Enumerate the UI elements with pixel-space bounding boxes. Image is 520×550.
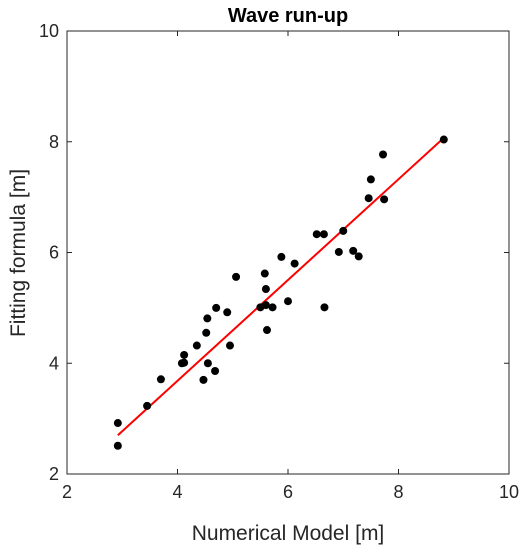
data-point — [312, 230, 321, 239]
data-point — [380, 195, 389, 204]
data-point — [364, 194, 373, 203]
data-point — [223, 308, 232, 317]
x-tick-label: 8 — [393, 482, 403, 502]
data-point — [261, 285, 270, 294]
x-tick-label: 10 — [499, 482, 519, 502]
x-tick-label: 4 — [172, 482, 182, 502]
data-point — [366, 175, 375, 184]
data-point — [211, 367, 220, 376]
data-point — [199, 375, 208, 384]
data-point — [339, 226, 348, 235]
data-point — [143, 401, 152, 410]
data-point — [439, 135, 448, 144]
y-tick-label: 2 — [49, 464, 59, 484]
y-axis-label: Fitting formula [m] — [7, 169, 30, 337]
y-tick-labels: 2 4 6 8 10 — [39, 21, 59, 484]
data-point — [260, 269, 269, 278]
data-point — [180, 358, 189, 367]
data-point — [212, 303, 221, 312]
data-point — [202, 328, 211, 337]
data-point — [156, 375, 165, 384]
fit-line — [117, 137, 445, 436]
data-point — [225, 341, 234, 350]
data-point — [180, 350, 189, 359]
y-tick-label: 6 — [49, 243, 59, 263]
data-point — [379, 150, 388, 159]
fit-line-segment — [117, 137, 445, 436]
x-tick-label: 6 — [283, 482, 293, 502]
data-point — [284, 297, 292, 306]
x-tick-labels: 2 4 6 8 10 — [62, 482, 519, 502]
plot-area — [66, 30, 510, 475]
data-point — [192, 341, 201, 350]
data-point — [320, 303, 329, 312]
data-point — [261, 301, 270, 310]
data-point — [290, 259, 299, 268]
data-point — [334, 247, 343, 256]
data-point — [232, 272, 241, 281]
y-tick-label: 8 — [49, 132, 59, 152]
ticks — [66, 30, 510, 475]
data-point — [113, 419, 122, 428]
x-tick-label: 2 — [62, 482, 72, 502]
data-point — [263, 326, 272, 335]
x-axis-label: Numerical Model [m] — [192, 522, 385, 545]
data-point — [319, 230, 328, 239]
data-point — [354, 252, 363, 261]
data-point — [203, 314, 212, 323]
data-point — [277, 252, 286, 261]
data-point — [349, 246, 358, 255]
y-tick-label: 4 — [49, 353, 59, 373]
data-point — [268, 303, 277, 312]
chart-title: Wave run-up — [228, 5, 348, 27]
data-point — [203, 359, 212, 368]
y-tick-label: 10 — [39, 21, 59, 41]
data-point — [113, 441, 122, 450]
data-points — [113, 135, 448, 450]
axes-box — [66, 30, 510, 475]
